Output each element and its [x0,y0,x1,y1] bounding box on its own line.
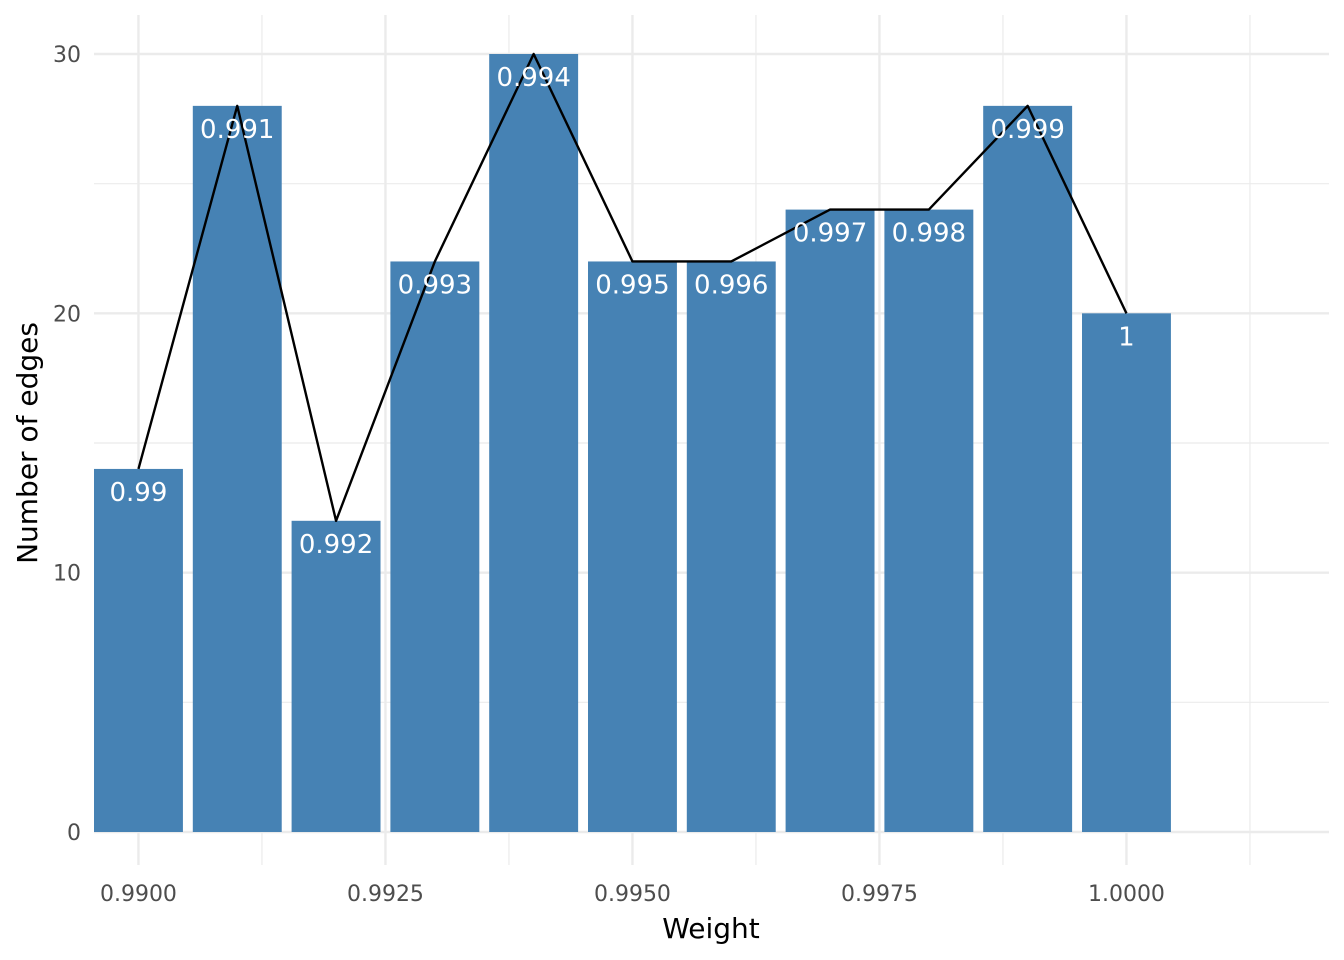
bar [588,261,677,832]
bar-value-label: 0.991 [200,115,274,145]
x-tick-label: 1.0000 [1088,882,1165,907]
bar [192,105,282,832]
bar [390,261,480,832]
x-tick-label: 0.9950 [594,882,671,907]
x-tick-label: 0.9975 [841,882,918,907]
bar [686,261,776,832]
bar-value-label: 0.994 [496,63,570,93]
bar [983,105,1073,832]
y-tick-label: 0 [67,821,81,846]
bar [94,468,183,832]
bar-value-label: 1 [1118,322,1135,352]
bar-value-label: 0.992 [299,530,373,560]
bar [489,54,579,832]
bar-value-label: 0.999 [990,115,1064,145]
y-tick-label: 30 [53,43,81,68]
y-axis-title: Number of edges [11,322,44,564]
bar-value-label: 0.99 [110,478,168,508]
bar-value-label: 0.993 [398,270,472,300]
axes: 0.9900 0.9925 0.9950 0.9975 1.0000 0 10 20 30 [53,43,1165,907]
overlay-line-path [137,52,1128,522]
x-tick-label: 0.9925 [347,882,424,907]
bar-value-label: 0.995 [595,270,669,300]
x-tick-label: 0.9900 [100,882,177,907]
overlay-line [137,52,1128,522]
bar [785,209,875,833]
bar-value-label: 0.996 [694,270,768,300]
bar [884,209,974,833]
y-tick-label: 10 [53,562,81,587]
y-tick-label: 20 [53,302,81,327]
bar-labels: 0.99 0.991 0.992 0.993 0.994 0.995 0.996 0.997 0… [110,63,1135,560]
bar-value-label: 0.997 [793,219,867,249]
x-axis-title: Weight [662,912,760,945]
bars [94,54,1171,833]
bar [291,520,381,832]
bar-value-label: 0.998 [892,219,966,249]
bar [1082,313,1171,832]
